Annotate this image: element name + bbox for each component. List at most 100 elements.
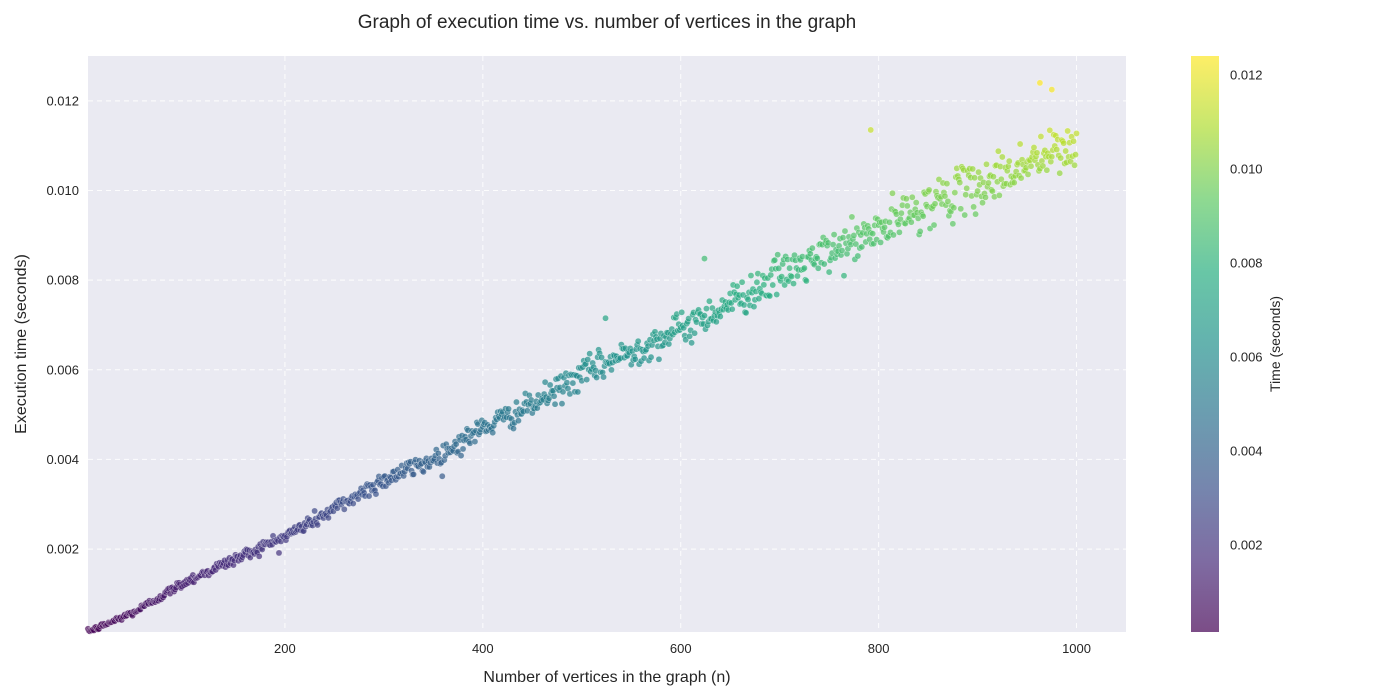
data-point [774,251,782,259]
data-point [982,194,989,201]
data-point [890,231,897,239]
data-point [840,272,848,280]
data-point [788,273,795,280]
data-point [974,187,981,195]
data-point [1053,146,1061,153]
data-point [908,193,916,201]
data-point [995,192,1003,199]
data-point [459,445,467,453]
data-point [311,507,318,515]
data-point [930,221,938,229]
x-tick-label: 600 [670,641,692,656]
data-point [349,500,357,507]
data-point [558,400,566,408]
data-point [950,204,958,212]
x-tick-label: 800 [868,641,890,656]
data-point [803,277,810,285]
data-point [889,189,896,197]
data-point [559,388,567,396]
data-point [691,329,698,337]
data-point [786,264,793,272]
colorbar-tick-label: 0.010 [1230,161,1263,176]
colorbar-tick-label: 0.002 [1230,538,1263,553]
data-point [941,192,949,200]
data-point [716,313,724,320]
data-point [825,268,833,276]
data-point [971,174,978,182]
data-point [801,264,808,272]
data-point [634,337,642,345]
data-point [975,168,982,176]
data-point [995,147,1002,155]
data-point [869,230,877,237]
data-point [600,373,607,381]
plot-area [88,56,1126,632]
data-point [457,452,465,459]
data-point [896,228,903,236]
data-point [733,282,741,290]
data-point [848,213,856,221]
data-point [728,305,736,313]
data-point [744,296,752,303]
data-point [275,549,283,557]
data-point [919,212,927,220]
data-point [584,356,592,363]
data-point [1064,127,1071,135]
data-point [513,398,520,406]
data-point [1030,144,1038,151]
data-point [1033,149,1041,157]
data-point [434,450,442,457]
data-point [410,471,417,478]
data-point [340,506,348,513]
data-point [701,312,708,319]
data-point [944,198,952,205]
data-point [569,379,577,387]
data-point [808,244,816,252]
data-point [760,281,768,289]
data-point [830,231,838,238]
data-point [712,318,720,326]
data-point [814,264,822,272]
data-point [678,308,686,316]
data-point [998,153,1006,161]
data-point [1017,174,1025,182]
data-point [740,301,748,309]
y-axis-ticks: 0.002 0.004 0.006 0.008 0.010 0.012 [46,93,79,556]
data-point [790,280,797,287]
data-point [771,256,779,264]
data-point [593,374,600,381]
x-tick-label: 1000 [1062,641,1091,656]
data-point [750,303,758,311]
data-point [420,468,427,476]
data-point [703,305,710,312]
data-point [1057,154,1065,162]
data-point [766,292,774,300]
y-tick-label: 0.002 [46,542,79,557]
data-point [838,247,846,254]
data-point [886,218,893,226]
data-point [858,243,866,251]
data-point [551,400,559,408]
data-point [541,378,549,386]
colorbar-tick-label: 0.004 [1230,443,1263,458]
data-point [665,340,673,348]
data-point [820,260,828,268]
y-tick-label: 0.004 [46,452,79,467]
data-point [963,184,971,192]
data-point [1024,171,1032,178]
x-axis-ticks: 200 400 600 800 1000 [274,641,1091,656]
data-point [471,438,479,445]
data-point [956,179,964,186]
data-point [778,273,786,280]
data-point [957,205,965,213]
data-point [1046,126,1054,134]
data-point [1060,139,1068,147]
colorbar-gradient [1191,56,1219,632]
data-point [972,210,979,218]
data-point [961,211,969,219]
data-point [854,252,862,260]
data-point [813,254,821,262]
data-point [1056,169,1064,177]
data-point [489,429,497,437]
